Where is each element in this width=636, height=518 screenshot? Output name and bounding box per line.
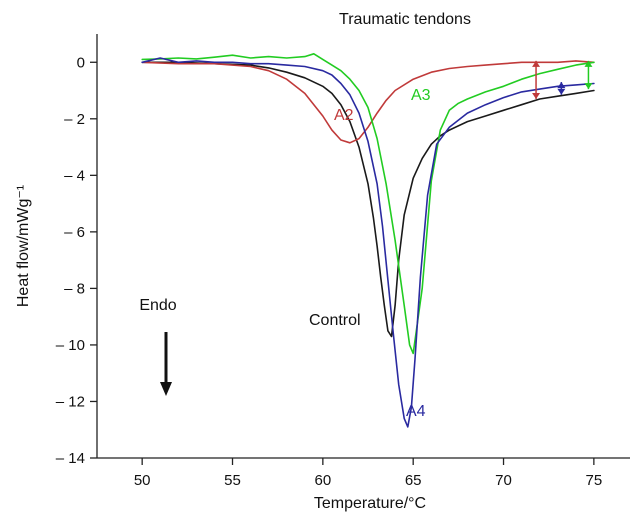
y-tick-label: – 6 [64, 224, 85, 241]
y-tick-label: – 10 [56, 337, 85, 354]
series-label-control: Control [309, 312, 361, 329]
series-lines [141, 52, 595, 428]
x-tick-label: 60 [315, 472, 332, 489]
series-line-a4 [141, 57, 595, 428]
series-labels: Control A2 A3 A4 [309, 87, 431, 420]
x-ticks: 50 55 60 65 70 75 [134, 458, 602, 489]
series-label-a2: A2 [334, 107, 354, 124]
y-tick-label: – 12 [56, 393, 85, 410]
series-label-a3: A3 [411, 87, 431, 104]
series-line-a2 [141, 60, 595, 144]
x-tick-label: 70 [495, 472, 512, 489]
height-markers [532, 60, 593, 100]
y-tick-label: – 8 [64, 280, 85, 297]
x-tick-label: 65 [405, 472, 422, 489]
series-line-a3 [141, 52, 595, 355]
y-axis-title: Heat flow/mWg⁻¹ [15, 185, 32, 307]
y-tick-label: – 4 [64, 167, 85, 184]
series-line-control [141, 61, 595, 338]
a3-height-arrow [584, 60, 593, 90]
endo-arrow-icon [160, 332, 172, 396]
x-tick-label: 50 [134, 472, 151, 489]
y-tick-label: – 2 [64, 111, 85, 128]
a4-height-arrow [557, 82, 566, 95]
y-tick-label: 0 [77, 54, 85, 71]
x-axis-title: Temperature/°C [314, 495, 426, 512]
y-ticks: 0 – 2 – 4 – 6 – 8 – 10 – 12 – 14 [56, 54, 97, 467]
a2-height-arrow [532, 60, 541, 100]
x-tick-label: 55 [224, 472, 241, 489]
series-label-a4: A4 [406, 403, 426, 420]
axes [96, 34, 630, 459]
y-tick-label: – 14 [56, 450, 85, 467]
x-tick-label: 75 [586, 472, 603, 489]
endo-label: Endo [139, 297, 176, 314]
chart-title: Traumatic tendons [339, 11, 471, 28]
